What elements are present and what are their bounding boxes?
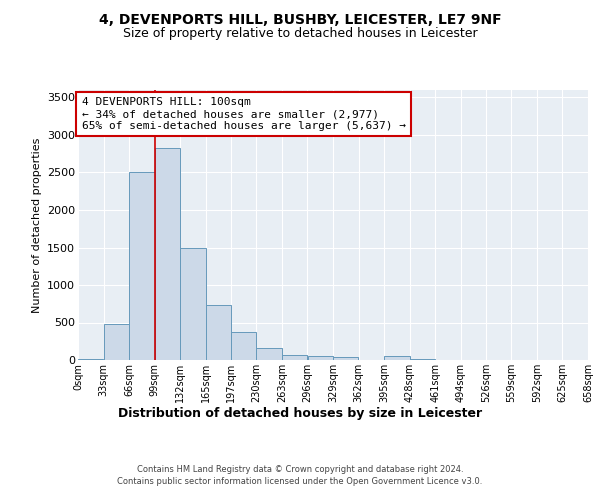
Bar (129, 172, 155, 360)
Text: Contains HM Land Registry data © Crown copyright and database right 2024.: Contains HM Land Registry data © Crown c… (137, 465, 463, 474)
Bar (256, 348, 282, 360)
Bar (155, 148, 180, 360)
Bar (78, 358, 103, 360)
Text: Size of property relative to detached houses in Leicester: Size of property relative to detached ho… (122, 28, 478, 40)
Bar (231, 332, 256, 360)
Y-axis label: Number of detached properties: Number of detached properties (32, 138, 41, 312)
Text: Contains public sector information licensed under the Open Government Licence v3: Contains public sector information licen… (118, 478, 482, 486)
Bar (282, 355, 307, 360)
Bar (104, 324, 129, 360)
Text: 4, DEVENPORTS HILL, BUSHBY, LEICESTER, LE7 9NF: 4, DEVENPORTS HILL, BUSHBY, LEICESTER, L… (98, 12, 502, 26)
Bar (410, 358, 435, 360)
Bar (308, 356, 333, 360)
Bar (333, 357, 358, 360)
Bar (181, 248, 206, 360)
Bar (206, 305, 232, 360)
Text: Distribution of detached houses by size in Leicester: Distribution of detached houses by size … (118, 408, 482, 420)
Text: 4 DEVENPORTS HILL: 100sqm
← 34% of detached houses are smaller (2,977)
65% of se: 4 DEVENPORTS HILL: 100sqm ← 34% of detac… (82, 98, 406, 130)
Bar (384, 356, 410, 360)
